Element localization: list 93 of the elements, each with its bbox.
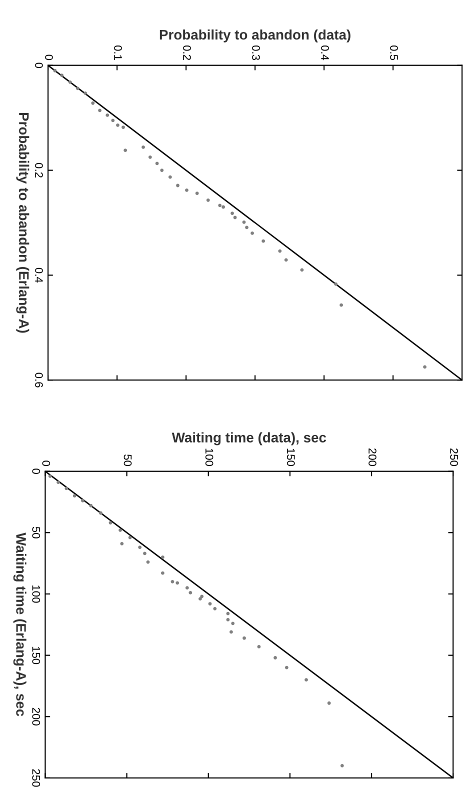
point <box>60 74 64 78</box>
y-tick-label: 0 <box>32 468 40 474</box>
point <box>111 118 115 122</box>
point <box>226 618 230 622</box>
point <box>160 571 164 575</box>
point <box>56 480 60 484</box>
y-tick-label: 100 <box>32 586 40 603</box>
point <box>116 123 120 127</box>
point <box>274 656 277 660</box>
point <box>106 114 110 117</box>
point <box>89 504 93 508</box>
point <box>160 168 164 172</box>
point <box>155 162 159 166</box>
point <box>122 126 125 129</box>
x-tick-label: 0.2 <box>183 45 191 60</box>
point <box>226 612 230 616</box>
x-tick-label: 0.5 <box>390 45 398 60</box>
y-tick-label: 200 <box>32 708 40 726</box>
point <box>108 521 112 525</box>
point <box>231 622 235 626</box>
point <box>230 212 234 215</box>
x-tick-label: 50 <box>124 454 132 466</box>
point <box>278 249 282 253</box>
x-tick-label: 250 <box>450 448 458 466</box>
y-tick-label: 0.4 <box>35 268 43 283</box>
point <box>262 239 266 243</box>
y-tick-label: 0 <box>35 62 43 68</box>
point <box>98 108 102 112</box>
y-tick-label: 50 <box>32 526 40 538</box>
point <box>213 606 217 610</box>
point <box>72 494 76 498</box>
point <box>118 528 122 532</box>
y-tick-label: 150 <box>32 646 40 664</box>
point <box>200 594 204 598</box>
point <box>327 701 331 705</box>
point <box>222 205 226 209</box>
y-tick-label: 250 <box>32 769 40 787</box>
point <box>284 258 288 262</box>
point <box>198 597 202 601</box>
x-tick-label: 0 <box>45 54 53 60</box>
point <box>84 91 88 95</box>
point <box>304 678 308 682</box>
point <box>230 630 233 634</box>
point <box>76 86 80 90</box>
point <box>168 175 172 179</box>
point <box>242 636 246 640</box>
point <box>176 184 180 188</box>
point <box>340 303 343 307</box>
point <box>81 499 84 502</box>
x-tick-label: 0 <box>42 460 50 466</box>
y-tick-label: 0.2 <box>35 162 43 178</box>
y-tick-label: 0.6 <box>35 372 43 388</box>
point <box>300 268 304 272</box>
point <box>242 220 246 224</box>
point <box>284 666 288 670</box>
x-tick-label: 200 <box>368 448 376 466</box>
point <box>143 552 146 556</box>
x-axis-title: Waiting time (data), sec <box>172 432 326 446</box>
point <box>160 555 164 559</box>
point <box>138 546 142 550</box>
x-tick-label: 0.3 <box>252 45 260 60</box>
point <box>120 542 124 546</box>
x-tick-label: 100 <box>205 448 214 466</box>
point <box>195 192 199 196</box>
point <box>334 282 338 286</box>
point <box>257 644 261 648</box>
point <box>208 602 212 606</box>
point <box>170 580 174 584</box>
point <box>340 764 344 768</box>
x-axis-title: Probability to abandon (data) <box>160 29 350 42</box>
point <box>48 474 52 478</box>
y-axis-title: Waiting time (Erlang-A), sec <box>13 532 26 716</box>
point <box>423 365 426 369</box>
point <box>185 586 189 590</box>
point <box>64 486 68 490</box>
point <box>148 155 152 159</box>
point <box>206 198 210 202</box>
point <box>53 68 57 72</box>
x-tick-label: 150 <box>286 448 295 466</box>
y-axis-title: Probability to abandon (Erlang-A) <box>16 112 30 333</box>
point <box>91 101 95 105</box>
point <box>245 226 248 230</box>
point <box>142 145 145 149</box>
x-tick-label: 0.1 <box>114 45 122 60</box>
point <box>250 232 254 235</box>
point <box>176 581 180 585</box>
point <box>185 188 188 192</box>
point <box>124 148 128 152</box>
point <box>218 204 222 208</box>
point <box>68 80 72 84</box>
point <box>188 591 192 594</box>
point <box>98 511 102 515</box>
x-tick-label: 0.4 <box>321 45 329 60</box>
